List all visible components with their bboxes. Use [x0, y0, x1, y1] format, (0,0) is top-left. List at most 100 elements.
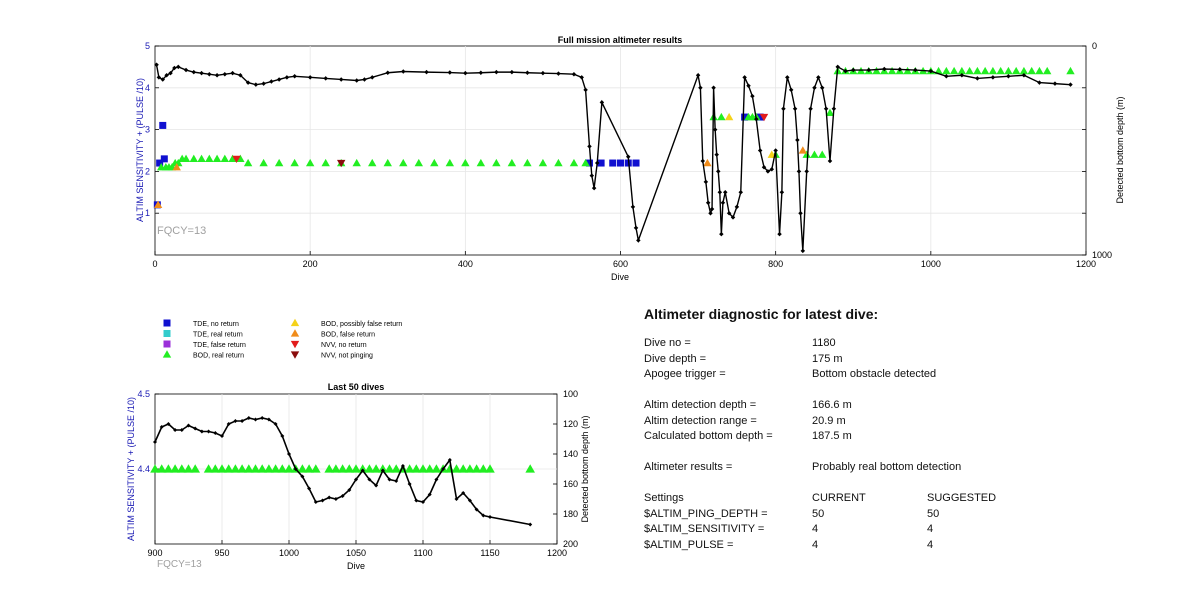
- pulse-current: 4: [812, 538, 819, 551]
- bod-real-return-point: [181, 154, 191, 163]
- tde-no-return-point: [156, 159, 164, 167]
- depth-point: [816, 75, 821, 80]
- bod-real-return-point: [569, 158, 579, 167]
- depth-point: [293, 467, 298, 471]
- bod-real-return-point: [965, 66, 974, 75]
- bod-real-return-point: [1019, 66, 1029, 75]
- depth-point: [287, 452, 291, 456]
- y2-tick-label: 180: [563, 509, 578, 519]
- depth-point: [796, 169, 802, 174]
- x-tick-label: 1050: [346, 548, 366, 558]
- pulse-row: $ALTIM_PULSE = 4 4: [644, 539, 1184, 555]
- x-tick-label: 1000: [279, 548, 299, 558]
- bod-real-return-point: [210, 464, 221, 473]
- last-50-marks: [150, 416, 535, 527]
- depth-point: [374, 483, 379, 488]
- depth-point: [705, 200, 711, 205]
- x-tick-label: 1200: [547, 548, 567, 558]
- bod-real-return-point: [391, 464, 401, 473]
- depth-point: [494, 69, 499, 75]
- depth-point: [781, 106, 786, 111]
- depth-point: [726, 210, 732, 216]
- depth-point: [467, 498, 472, 503]
- bod-real-return-point: [311, 464, 321, 473]
- depth-point: [812, 85, 817, 91]
- depth-point: [579, 75, 584, 80]
- depth-point: [273, 422, 278, 426]
- bod-real-return-point: [825, 108, 835, 117]
- bod-real-return-point: [818, 150, 827, 158]
- bod-real-return-point: [525, 464, 535, 473]
- depth-point: [168, 70, 173, 76]
- depth-point: [712, 127, 718, 132]
- depth-point: [882, 66, 887, 72]
- full-mission-ylabel: ALTIM SENSITIVITY + (PULSE /10): [135, 78, 145, 222]
- dive-no-row: Dive no = 1180: [644, 337, 1184, 353]
- bod-real-return-point: [228, 154, 237, 163]
- bod-real-return-point: [351, 464, 361, 473]
- bod-possibly-false-return-point: [724, 112, 734, 121]
- bod-real-return-point: [451, 464, 462, 473]
- depth-point: [795, 137, 800, 143]
- results-label: Altimeter results =: [644, 461, 733, 473]
- bod-real-return-point: [197, 154, 206, 163]
- bod-real-return-point: [189, 154, 198, 163]
- bod-real-return-point: [284, 464, 294, 473]
- sensitivity-current: 4: [812, 523, 819, 535]
- depth-point: [461, 491, 466, 495]
- depth-point: [307, 75, 313, 80]
- depth-point: [773, 148, 778, 153]
- depth-point: [447, 458, 452, 462]
- depth-point: [591, 185, 597, 191]
- depth-point: [380, 468, 385, 473]
- bod-real-return-point: [872, 66, 881, 75]
- legend-marker: [290, 329, 300, 337]
- depth-point: [769, 167, 775, 172]
- tde-no-return-point: [609, 159, 617, 167]
- depth-point: [792, 106, 798, 111]
- tde-no-return-point: [160, 155, 168, 163]
- depth-point: [313, 500, 318, 504]
- depth-point: [164, 73, 169, 78]
- legend-label: BOD, possibly false return: [321, 321, 402, 328]
- suggested-label: SUGGESTED: [927, 492, 997, 504]
- bod-real-return-point: [411, 464, 422, 473]
- x-tick-label: 1200: [1076, 259, 1096, 269]
- depth-point: [447, 70, 453, 75]
- depth-point: [199, 70, 204, 76]
- bod-real-return-point: [523, 158, 532, 167]
- full-mission-marks: [153, 62, 1075, 254]
- tde-no-return-point: [585, 159, 593, 167]
- results-row: Altimeter results = Probably real bottom…: [644, 461, 1184, 477]
- depth-point: [804, 169, 809, 174]
- bod-false-return-point: [798, 146, 808, 154]
- apogee-row: Apogee trigger = Bottom obstacle detecte…: [644, 368, 1184, 384]
- dive-depth-label: Dive depth =: [644, 352, 707, 365]
- tde-no-return-point: [756, 113, 764, 121]
- bod-false-return-point: [703, 158, 712, 167]
- depth-point: [153, 440, 157, 444]
- depth-point: [206, 429, 211, 434]
- last-50-y2label: Detected bottom depth (m): [580, 415, 590, 522]
- depth-point: [897, 67, 903, 72]
- depth-point: [269, 79, 274, 84]
- depth-point: [300, 474, 305, 479]
- depth-point: [866, 67, 872, 73]
- legend-marker: [163, 340, 171, 348]
- bod-real-return-point: [368, 158, 377, 167]
- depth-point: [589, 173, 595, 178]
- depth-point: [292, 74, 297, 79]
- bod-real-return-point: [476, 158, 486, 167]
- depth-point: [347, 488, 352, 492]
- bod-real-return-point: [274, 158, 284, 167]
- bod-real-return-point: [337, 464, 348, 473]
- bod-real-return-point: [957, 66, 967, 75]
- last-50-dives-chart: 900 950 1000 1050 1100 1150 1200 4.4 4.5 100 120 14…: [126, 382, 590, 571]
- depth-point: [1037, 80, 1042, 85]
- depth-point: [913, 67, 918, 73]
- bod-real-return-point: [331, 464, 341, 473]
- depth-point: [540, 70, 546, 76]
- depth-point: [213, 431, 218, 435]
- y-tick-label: 2: [145, 166, 150, 176]
- depth-point: [587, 144, 592, 149]
